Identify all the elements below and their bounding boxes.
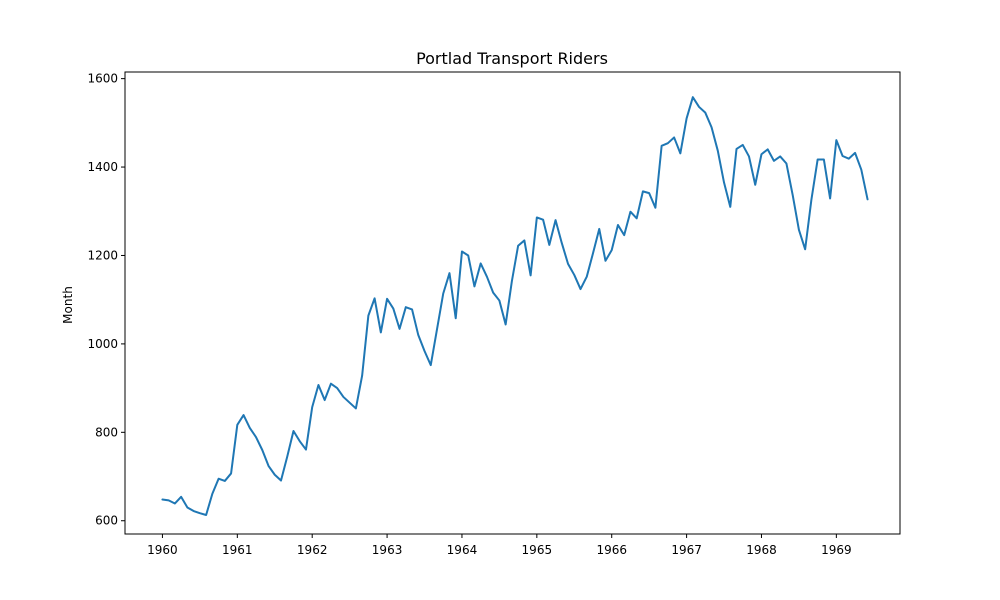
x-tick-label: 1966 (596, 543, 627, 557)
x-tick-label: 1967 (671, 543, 702, 557)
x-tick-label: 1963 (372, 543, 403, 557)
y-axis-label: Month (61, 286, 75, 324)
x-tick-label: 1960 (147, 543, 178, 557)
y-tick-label: 800 (95, 425, 118, 439)
series-line (161, 96, 869, 516)
x-tick-label: 1965 (522, 543, 553, 557)
x-tick-label: 1961 (222, 543, 253, 557)
plot-frame (124, 71, 901, 535)
x-tick-label: 1964 (447, 543, 478, 557)
y-tick-label: 1200 (87, 248, 118, 262)
series-layer (161, 96, 869, 516)
chart-title: Portlad Transport Riders (416, 49, 608, 68)
y-tick-label: 1400 (87, 160, 118, 174)
axis-ticks: 1960 1961 1962 1963 1964 1965 1966 1967 1968 1969… (87, 72, 851, 557)
x-tick-label: 1968 (746, 543, 777, 557)
x-tick-label: 1969 (821, 543, 852, 557)
y-tick-label: 600 (95, 514, 118, 528)
y-tick-label: 1600 (87, 72, 118, 86)
y-tick-label: 1000 (87, 337, 118, 351)
x-tick-label: 1962 (297, 543, 328, 557)
